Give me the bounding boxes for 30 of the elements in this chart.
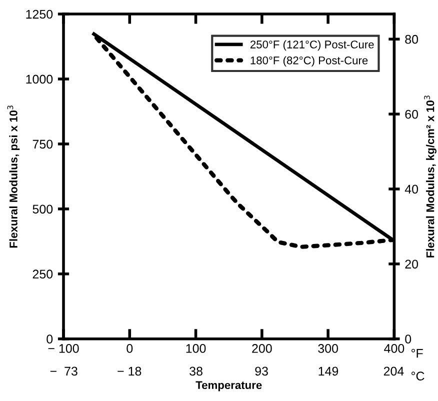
legend-label: 250°F (121°C) Post-Cure [250, 40, 374, 51]
x-tick-label: 200 [252, 344, 272, 353]
y2-axis-title: Flexural Modulus, kg/cm² x 10$^{3}$ [424, 96, 436, 258]
text: °C [411, 372, 424, 381]
y2-tick-label: 60 [405, 110, 418, 119]
y-tick-label: 500 [32, 204, 53, 214]
x-tick-label: 100 [186, 344, 206, 353]
y2-tick-label: 40 [404, 184, 418, 194]
y2-tick-label: 20 [405, 260, 418, 269]
x2-tick-label: 204 [384, 366, 404, 376]
y-tick-label: 1250 [26, 10, 53, 19]
x2-tick-label: − 73 [50, 366, 78, 376]
x2-tick-label: 38 [190, 366, 202, 376]
x-tick-label: 0 [126, 344, 133, 353]
x2-tick-label: 93 [255, 366, 268, 376]
text: °F [411, 348, 423, 358]
y2-tick-label: 80 [405, 34, 418, 44]
x2-tick-label: 149 [318, 366, 338, 376]
x-tick-label: 400 [384, 344, 404, 353]
x2-tick-label: − 18 [118, 366, 142, 376]
y-tick-label: 750 [32, 140, 53, 149]
y2-tick-label: 0 [405, 334, 412, 344]
y-tick-label: 0 [46, 334, 53, 344]
y-tick-label: 250 [32, 270, 53, 279]
legend-label: 180°F (82°C) Post-Cure [250, 56, 368, 67]
x-axis-title: Temperature [196, 381, 262, 392]
x-tick-label: − 100 [48, 344, 79, 353]
x-tick-label: 300 [318, 344, 338, 353]
y-tick-label: 1000 [26, 74, 53, 84]
y-axis-title: Flexural Modulus, psi x 10$^{3}$ [7, 106, 20, 248]
